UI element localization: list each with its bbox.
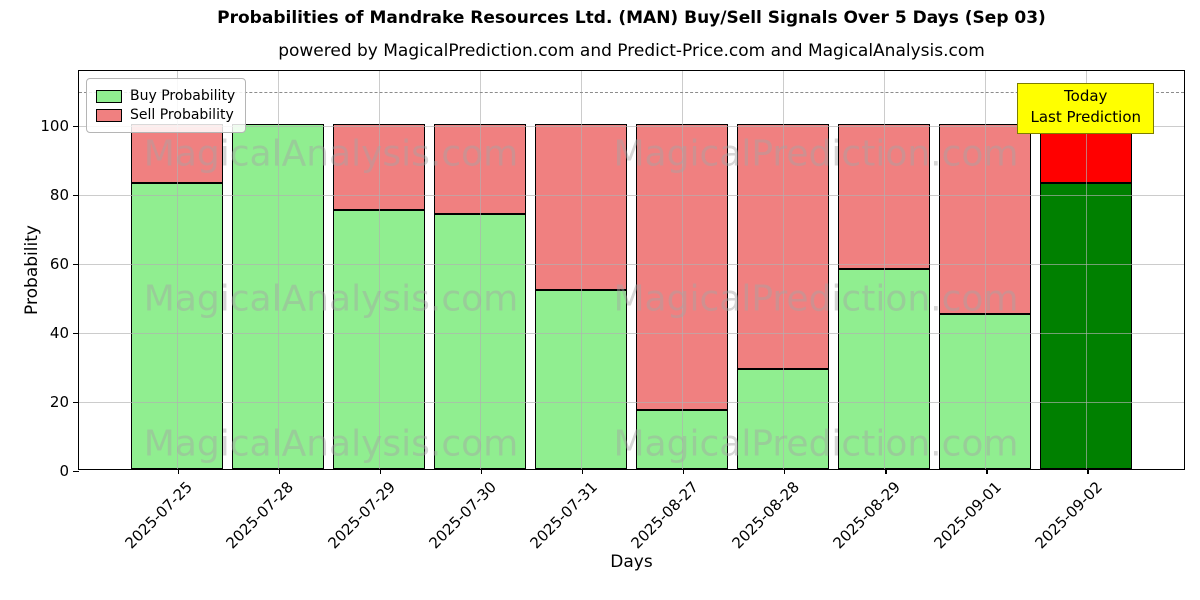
x-tick-mark [480, 469, 483, 474]
x-tick-mark [986, 469, 988, 474]
x-tick-mark [784, 469, 786, 474]
stacked-bar [131, 124, 224, 469]
y-tick-label-100: 100 [40, 117, 69, 136]
bar-group-2025-07-29 [329, 71, 430, 469]
bar-group-2025-08-28 [732, 71, 833, 469]
stacked-bar [1039, 124, 1132, 469]
x-tick-mark [581, 469, 584, 474]
y-tick-mark [73, 402, 79, 404]
buy-bar-segment [1039, 182, 1132, 469]
buy-bar-segment [131, 182, 224, 469]
legend: Buy Probability Sell Probability [86, 78, 247, 133]
today-annotation: Today Last Prediction [1017, 83, 1154, 134]
stacked-bar [635, 124, 728, 469]
stacked-bar [434, 124, 527, 469]
legend-item-buy: Buy Probability [96, 88, 235, 104]
x-tick-mark [1087, 469, 1089, 474]
y-tick-mark [73, 333, 79, 335]
y-tick-label-80: 80 [49, 186, 69, 205]
sell-bar-segment [333, 124, 426, 211]
sell-bar-segment [635, 124, 728, 411]
plot-area: MagicalAnalysis.com MagicalPrediction.com… [22, 70, 1185, 552]
sell-bar-segment [434, 124, 527, 214]
x-axis-label: Days [610, 552, 653, 572]
y-tick-label-20: 20 [49, 393, 69, 412]
buy-bar-segment [837, 269, 930, 469]
y-tick-label-60: 60 [49, 255, 69, 274]
stacked-bar [535, 124, 628, 469]
buy-bar-segment [333, 210, 426, 469]
stacked-bar [938, 124, 1031, 469]
buy-bar-segment [535, 289, 628, 469]
chart-title: Probabilities of Mandrake Resources Ltd.… [217, 8, 1046, 28]
y-axis-label: Probability [22, 225, 42, 315]
legend-item-sell: Sell Probability [96, 107, 235, 123]
today-annotation-line1: Today [1064, 87, 1108, 105]
bar-group-2025-08-27 [632, 71, 733, 469]
stacked-bar [837, 124, 930, 469]
sell-bar-segment [837, 124, 930, 269]
bar-group-2025-08-29 [833, 71, 934, 469]
buy-bar-segment [938, 313, 1031, 469]
buy-color-swatch [96, 89, 122, 103]
today-annotation-line2: Last Prediction [1030, 108, 1141, 127]
y-tick-mark [73, 471, 79, 473]
stacked-bar [333, 124, 426, 469]
legend-label-sell: Sell Probability [130, 107, 234, 123]
buy-bar-segment [635, 410, 728, 469]
buy-bar-segment [232, 124, 325, 469]
sell-bar-segment [736, 124, 829, 369]
stacked-bar [232, 124, 325, 469]
x-tick-mark [885, 469, 887, 474]
sell-bar-segment [535, 124, 628, 290]
buy-bar-segment [434, 213, 527, 469]
chart-subtitle: powered by MagicalPrediction.com and Pre… [278, 41, 985, 61]
x-tick-mark [379, 469, 382, 474]
sell-bar-segment [938, 124, 1031, 314]
y-tick-mark [73, 264, 79, 266]
x-tick-mark [177, 469, 179, 474]
x-tick-mark [278, 469, 280, 474]
bar-group-2025-07-30 [430, 71, 531, 469]
legend-label-buy: Buy Probability [130, 88, 236, 104]
x-tick-mark [683, 469, 685, 474]
y-tick-label-0: 0 [59, 462, 69, 480]
sell-color-swatch [96, 108, 122, 122]
stacked-bar [736, 124, 829, 469]
y-tick-label-40: 40 [49, 324, 69, 343]
buy-bar-segment [736, 369, 829, 469]
y-tick-mark [73, 195, 79, 197]
y-tick-mark [73, 126, 79, 128]
bar-group-2025-07-31 [531, 71, 632, 469]
